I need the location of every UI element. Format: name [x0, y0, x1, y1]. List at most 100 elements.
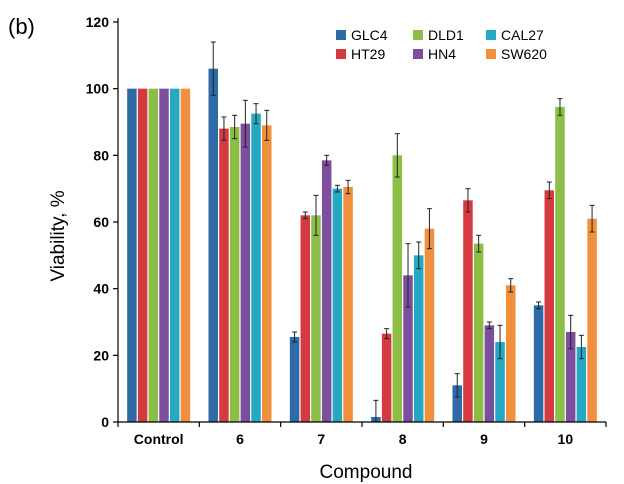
y-tick-label: 60 — [93, 214, 109, 230]
bar-sw620-8 — [424, 228, 435, 422]
error-bar-hn4-10 — [568, 314, 574, 350]
legend-item-dld1: DLD1 — [413, 27, 464, 43]
error-bar-sw620-7 — [345, 179, 351, 195]
bar-ht29-6 — [219, 128, 229, 422]
bar-group — [127, 41, 597, 423]
legend-swatch — [486, 49, 496, 59]
error-bar-cal27-8 — [416, 241, 422, 270]
bar-cal27-9 — [495, 342, 505, 422]
panel-label: (b) — [8, 14, 35, 39]
y-tick-label: 0 — [101, 414, 109, 430]
bar-glc4-6 — [208, 68, 218, 423]
error-bar-sw620-8 — [426, 208, 432, 250]
bar-hn4-7 — [321, 160, 332, 423]
error-bar-cal27-9 — [497, 324, 503, 360]
legend-item-ht29: HT29 — [336, 46, 385, 62]
error-bar-hn4-7 — [324, 154, 330, 166]
error-bar-cal27-10 — [578, 334, 584, 360]
x-tick-label: 6 — [236, 431, 244, 447]
error-bar-dld1-6 — [232, 114, 238, 140]
legend-label: DLD1 — [428, 27, 464, 43]
bar-glc4-9 — [452, 385, 462, 422]
error-bar-cal27-6 — [253, 103, 259, 125]
bar-dld1-10 — [555, 107, 565, 422]
legend-label: CAL27 — [501, 27, 544, 43]
legend-swatch — [336, 49, 346, 59]
bar-ht29-10 — [544, 190, 555, 422]
x-tick-label: 10 — [558, 431, 574, 447]
error-bar-hn4-6 — [242, 99, 248, 148]
error-bar-hn4-8 — [405, 243, 411, 308]
bar-dld1-7 — [311, 215, 321, 422]
bar-dld1-9 — [473, 243, 484, 422]
x-tick-label: 7 — [317, 431, 325, 447]
legend-label: HN4 — [428, 46, 456, 62]
legend-swatch — [336, 30, 346, 40]
bar-cal27-6 — [251, 113, 261, 423]
error-bar-glc4-9 — [454, 373, 460, 398]
legend-swatch — [486, 30, 496, 40]
error-bar-ht29-6 — [221, 116, 227, 141]
bar-cal27-7 — [332, 188, 343, 422]
error-bar-glc4-10 — [536, 301, 542, 310]
bar-sw620-control — [180, 88, 191, 423]
error-bar-sw620-6 — [264, 109, 270, 141]
error-bar-dld1-10 — [557, 98, 563, 116]
bar-dld1-control — [148, 88, 159, 423]
error-bar-ht29-10 — [546, 181, 552, 200]
error-bar-sw620-9 — [508, 278, 514, 293]
error-bar-glc4-6 — [210, 41, 216, 96]
y-tick-label: 100 — [86, 81, 110, 97]
x-tick-label: 9 — [480, 431, 488, 447]
bar-dld1-8 — [392, 155, 403, 423]
legend-item-hn4: HN4 — [413, 46, 456, 62]
error-bar-ht29-7 — [302, 211, 308, 220]
bar-cal27-10 — [576, 347, 587, 422]
bar-hn4-8 — [403, 275, 413, 422]
bar-sw620-9 — [506, 285, 516, 422]
error-bar-ht29-8 — [384, 328, 390, 340]
bar-dld1-6 — [229, 127, 240, 422]
legend-item-sw620: SW620 — [486, 46, 547, 62]
bar-sw620-7 — [343, 187, 353, 422]
legend-item-glc4: GLC4 — [336, 27, 388, 43]
chart-legend: GLC4 DLD1 CAL27 HT29 HN4 SW620 — [336, 27, 547, 62]
bar-ht29-7 — [300, 215, 311, 422]
bar-ht29-8 — [381, 333, 392, 422]
x-axis-title: Compound — [320, 462, 413, 483]
bar-hn4-6 — [240, 123, 251, 423]
bar-glc4-7 — [289, 337, 300, 422]
bar-ht29-9 — [463, 200, 473, 422]
y-tick-label: 40 — [93, 281, 109, 297]
error-bar-dld1-7 — [313, 194, 319, 236]
error-bar-hn4-9 — [486, 321, 492, 330]
legend-label: GLC4 — [351, 27, 388, 43]
bar-glc4-10 — [533, 305, 544, 422]
legend-item-cal27: CAL27 — [486, 27, 544, 43]
legend-swatch — [413, 30, 423, 40]
y-axis-title: Viability, % — [48, 190, 69, 281]
legend-label: HT29 — [351, 46, 385, 62]
bar-sw620-10 — [587, 218, 597, 422]
legend-label: SW620 — [501, 46, 547, 62]
bar-cal27-control — [169, 88, 180, 423]
error-bar-dld1-9 — [476, 234, 482, 253]
bar-hn4-10 — [565, 332, 576, 422]
y-tick-label: 20 — [93, 347, 109, 363]
bar-sw620-6 — [262, 125, 272, 422]
bar-hn4-control — [159, 88, 169, 423]
y-tick-label: 120 — [86, 14, 110, 30]
legend-swatch — [413, 49, 423, 59]
error-bar-cal27-7 — [334, 184, 340, 193]
error-bar-sw620-10 — [589, 204, 595, 233]
y-tick-label: 80 — [93, 147, 109, 163]
x-tick-label: Control — [134, 431, 184, 447]
axes: 0 20 40 60 80 100 120 Control 6 7 8 9 10 — [86, 14, 607, 447]
error-bar-glc4-7 — [292, 331, 298, 343]
error-bar-dld1-8 — [394, 133, 400, 178]
x-tick-label: 8 — [399, 431, 407, 447]
error-bar-ht29-9 — [465, 188, 471, 213]
bar-hn4-9 — [484, 325, 495, 422]
bar-cal27-8 — [413, 255, 424, 422]
